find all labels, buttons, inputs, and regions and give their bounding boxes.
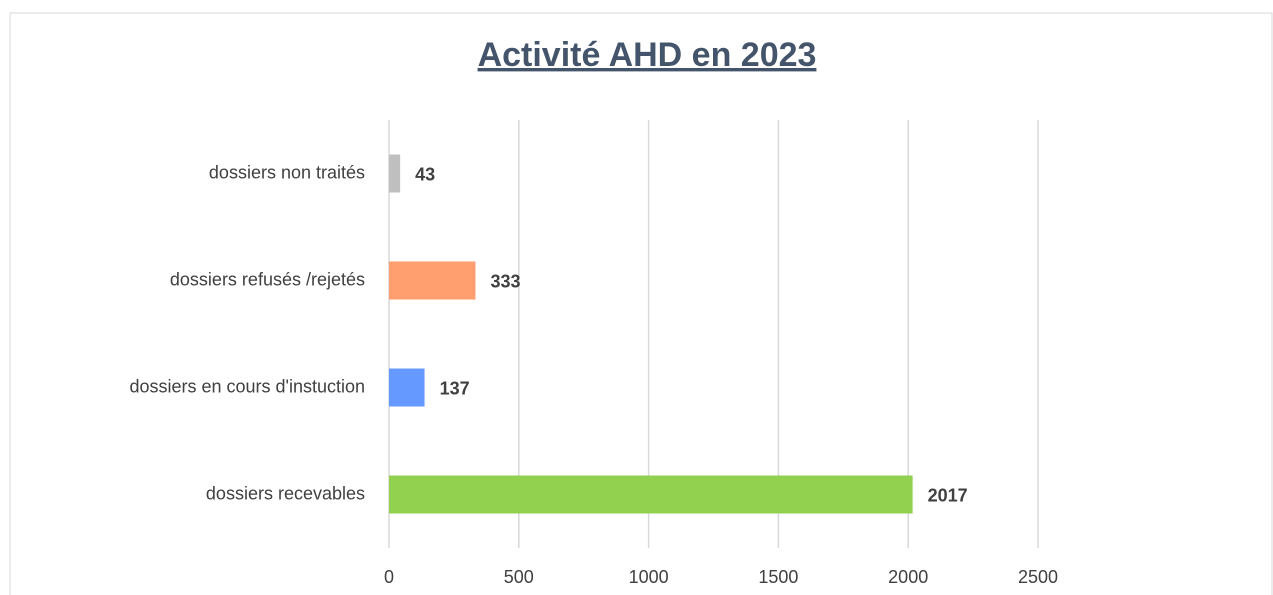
x-tick-label: 0 bbox=[384, 567, 394, 587]
y-tick-label: dossiers recevables bbox=[206, 483, 365, 503]
bar bbox=[389, 368, 425, 407]
bar bbox=[389, 475, 913, 514]
value-label: 137 bbox=[440, 378, 470, 398]
bar bbox=[389, 261, 476, 300]
x-tick-label: 2000 bbox=[888, 567, 928, 587]
value-label: 2017 bbox=[928, 485, 968, 505]
y-tick-label: dossiers en cours d'instuction bbox=[129, 376, 365, 396]
x-tick-label: 500 bbox=[504, 567, 534, 587]
x-tick-label: 1000 bbox=[629, 567, 669, 587]
value-label: 43 bbox=[415, 164, 435, 184]
bar bbox=[389, 154, 401, 193]
value-label: 333 bbox=[490, 271, 520, 291]
x-tick-label: 2500 bbox=[1018, 567, 1058, 587]
y-tick-label: dossiers non traités bbox=[209, 162, 365, 182]
x-tick-label: 1500 bbox=[758, 567, 798, 587]
y-tick-label: dossiers refusés /rejetés bbox=[170, 269, 365, 289]
chart-title: Activité AHD en 2023 bbox=[478, 36, 817, 74]
